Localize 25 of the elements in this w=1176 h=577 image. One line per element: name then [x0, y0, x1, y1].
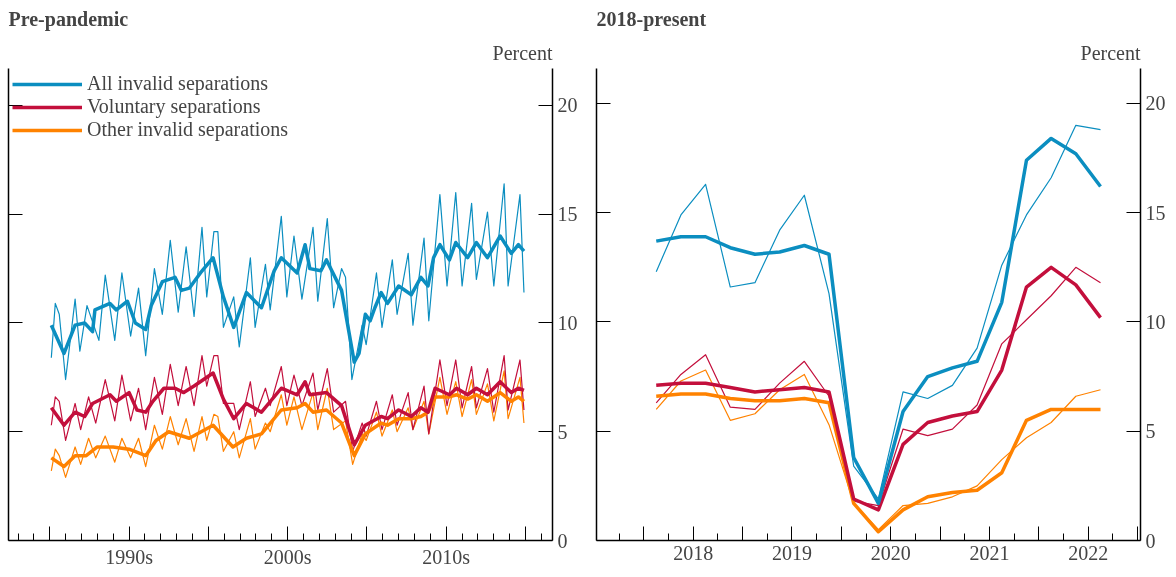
y-tick-label: 5: [1145, 420, 1156, 443]
y-tick-label: 10: [1145, 310, 1166, 333]
chart-title: Pre-pandemic: [8, 7, 129, 31]
y-tick-label: 0: [1145, 529, 1156, 552]
legend-label: Other invalid separations: [87, 118, 289, 141]
y-tick-label: 15: [557, 203, 578, 226]
x-tick-label: 2000s: [263, 545, 312, 568]
x-tick-label: 2021: [969, 541, 1010, 564]
x-tick-label: 2010s: [422, 545, 471, 568]
x-tick-label: 2020: [870, 541, 911, 564]
y-tick-label: 20: [1145, 92, 1166, 115]
chart-title: 2018-present: [596, 7, 707, 31]
y-tick-label: 5: [557, 420, 568, 443]
x-tick-label: 1990s: [105, 545, 154, 568]
y-tick-label: 0: [557, 529, 568, 552]
x-tick-label: 2018: [673, 541, 714, 564]
y-tick-label: 20: [557, 94, 578, 117]
legend-label: All invalid separations: [87, 72, 269, 95]
y-tick-label: 15: [1145, 201, 1166, 224]
x-tick-label: 2019: [771, 541, 812, 564]
legend-label: Voluntary separations: [87, 95, 261, 118]
y-axis-title: Percent: [492, 41, 553, 64]
y-tick-label: 10: [557, 311, 578, 334]
x-tick-label: 2022: [1068, 541, 1109, 564]
y-axis-title: Percent: [1080, 41, 1141, 64]
